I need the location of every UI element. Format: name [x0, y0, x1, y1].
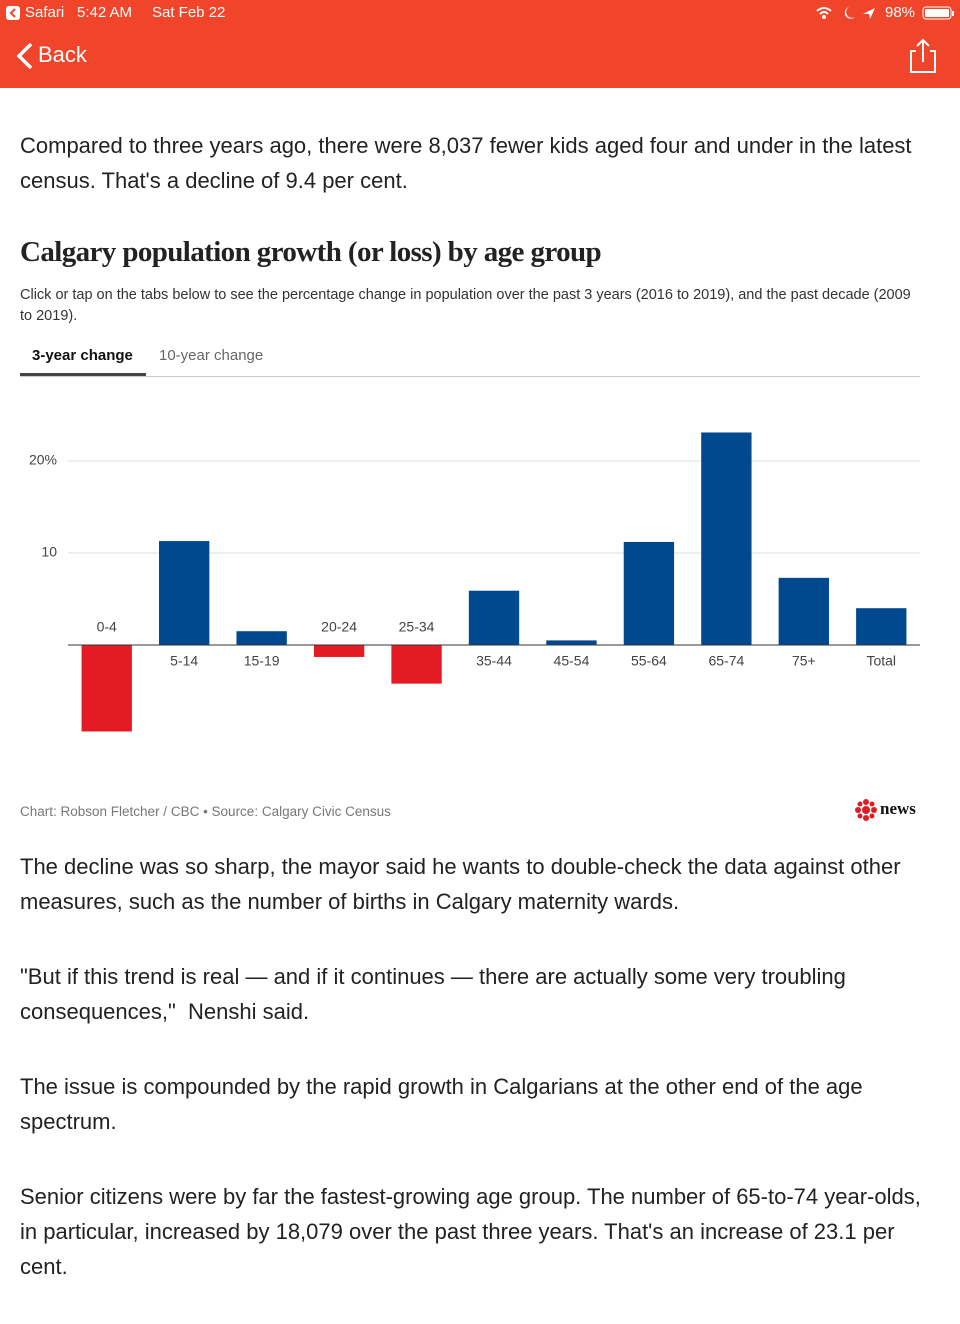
status-date: Sat Feb 22 — [152, 4, 226, 21]
back-chevron[interactable] — [14, 42, 36, 70]
y-tick-label: 10 — [41, 544, 57, 560]
bar — [468, 590, 520, 645]
paragraph: The decline was so sharp, the mayor said… — [20, 854, 907, 914]
x-tick-label: 55-64 — [631, 653, 667, 669]
x-tick-label: 25-34 — [399, 619, 435, 635]
chart-subtitle: Click or tap on the tabs below to see th… — [20, 287, 911, 324]
chart-source: Chart: Robson Fletcher / CBC • Source: C… — [20, 804, 391, 819]
tab[interactable]: 3-year change — [32, 347, 133, 364]
y-tick-label: 20% — [29, 452, 57, 468]
header-bar: Safari 5:42 AM Sat Feb 22 98% Back — [0, 0, 960, 88]
back-app-icon[interactable] — [6, 6, 20, 20]
bar — [856, 608, 907, 645]
bar — [81, 645, 132, 732]
bar — [313, 645, 365, 657]
bar — [701, 432, 752, 645]
x-tick-label: 35-44 — [476, 653, 512, 669]
bar — [546, 640, 597, 645]
x-tick-label: Total — [866, 653, 896, 669]
paragraph: Senior citizens were by far the fastest-… — [20, 1184, 927, 1279]
page: Safari 5:42 AM Sat Feb 22 98% Back Compa… — [0, 0, 960, 1280]
cbc-gem — [855, 799, 877, 821]
status-icons — [816, 7, 875, 19]
tab-bar: 3-year change 10-year change — [20, 345, 920, 377]
status-time: 5:42 AM — [77, 4, 133, 21]
x-tick-label: 65-74 — [708, 653, 744, 669]
bar — [159, 541, 210, 645]
tab-indicator — [20, 373, 146, 376]
x-tick-label: 5-14 — [170, 653, 198, 669]
bar — [778, 577, 829, 645]
back-button[interactable]: Back — [38, 42, 87, 67]
tab[interactable]: 10-year change — [159, 347, 264, 364]
chart-title: Calgary population growth (or loss) by a… — [20, 236, 602, 268]
bar — [236, 631, 287, 645]
share-button[interactable] — [908, 38, 938, 74]
paragraph: "But if this trend is real — and if it c… — [20, 964, 852, 1024]
article-body: The decline was so sharp, the mayor said… — [0, 849, 925, 1324]
x-tick-label: 15-19 — [244, 653, 280, 669]
status-app: Safari — [25, 4, 65, 21]
x-tick-label: 45-54 — [554, 653, 590, 669]
x-tick-label: 20-24 — [321, 619, 357, 635]
status-battery: 98% — [885, 4, 916, 21]
chart: 20% 10 0-4 5-14 15-19 20-24 25-34 35-44 45-54 55-… — [29, 432, 920, 732]
x-tick-label: 0-4 — [97, 619, 117, 635]
x-tick-label: 75+ — [792, 653, 816, 669]
bar — [391, 645, 442, 684]
news-logo: news — [880, 799, 916, 818]
paragraph: Compared to three years ago, there were … — [20, 133, 918, 193]
battery-icon — [922, 6, 954, 20]
paragraph: The issue is compounded by the rapid gro… — [20, 1074, 869, 1134]
bar — [623, 541, 675, 645]
